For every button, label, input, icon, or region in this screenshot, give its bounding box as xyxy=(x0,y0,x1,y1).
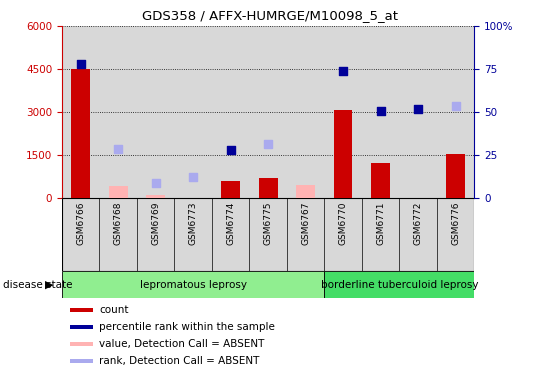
Bar xyxy=(100,198,137,271)
Bar xyxy=(137,198,175,271)
Bar xyxy=(437,26,474,198)
Bar xyxy=(287,198,324,271)
Point xyxy=(414,106,423,112)
Text: GSM6769: GSM6769 xyxy=(151,201,160,245)
Text: GSM6776: GSM6776 xyxy=(451,201,460,245)
Bar xyxy=(222,181,240,198)
Bar xyxy=(399,26,437,198)
Point xyxy=(339,68,348,74)
Bar xyxy=(371,163,390,198)
Bar xyxy=(70,308,93,312)
Bar xyxy=(70,325,93,329)
Point xyxy=(264,141,273,147)
Bar xyxy=(70,342,93,346)
Text: rank, Detection Call = ABSENT: rank, Detection Call = ABSENT xyxy=(99,356,259,366)
Point xyxy=(151,180,160,186)
Bar xyxy=(146,195,165,198)
Text: count: count xyxy=(99,305,129,315)
Text: GSM6767: GSM6767 xyxy=(301,201,310,245)
Text: disease state: disease state xyxy=(3,280,72,290)
Point xyxy=(451,104,460,109)
Bar xyxy=(71,69,90,198)
FancyBboxPatch shape xyxy=(324,271,474,298)
Bar xyxy=(250,198,287,271)
Text: lepromatous leprosy: lepromatous leprosy xyxy=(140,280,247,290)
Text: value, Detection Call = ABSENT: value, Detection Call = ABSENT xyxy=(99,339,265,349)
Point xyxy=(189,174,197,180)
Text: GSM6774: GSM6774 xyxy=(226,201,235,245)
Bar xyxy=(100,26,137,198)
Bar xyxy=(175,198,212,271)
Bar xyxy=(287,26,324,198)
Bar xyxy=(324,26,362,198)
Bar xyxy=(362,26,399,198)
Bar xyxy=(212,198,250,271)
Bar xyxy=(362,198,399,271)
Bar xyxy=(296,185,315,198)
Text: GSM6772: GSM6772 xyxy=(413,201,423,245)
Bar xyxy=(212,26,250,198)
Bar xyxy=(446,154,465,198)
Text: GSM6768: GSM6768 xyxy=(114,201,123,245)
Bar xyxy=(437,198,474,271)
Bar xyxy=(70,359,93,363)
Bar xyxy=(109,186,128,198)
Text: GDS358 / AFFX-HUMRGE/M10098_5_at: GDS358 / AFFX-HUMRGE/M10098_5_at xyxy=(142,9,397,22)
Text: GSM6775: GSM6775 xyxy=(264,201,273,245)
Text: GSM6770: GSM6770 xyxy=(338,201,348,245)
Bar xyxy=(259,178,278,198)
Text: GSM6773: GSM6773 xyxy=(189,201,198,245)
FancyBboxPatch shape xyxy=(62,271,324,298)
Text: ▶: ▶ xyxy=(45,280,54,290)
Bar xyxy=(334,110,353,198)
Point xyxy=(77,61,85,67)
Point xyxy=(226,147,235,153)
Bar xyxy=(324,198,362,271)
Bar xyxy=(62,198,100,271)
Bar xyxy=(399,198,437,271)
Text: GSM6766: GSM6766 xyxy=(76,201,85,245)
Text: percentile rank within the sample: percentile rank within the sample xyxy=(99,322,275,332)
Bar xyxy=(137,26,175,198)
Text: borderline tuberculoid leprosy: borderline tuberculoid leprosy xyxy=(321,280,478,290)
Bar xyxy=(175,26,212,198)
Bar xyxy=(62,26,100,198)
Bar xyxy=(250,26,287,198)
Point xyxy=(114,146,122,152)
Text: GSM6771: GSM6771 xyxy=(376,201,385,245)
Point xyxy=(376,108,385,114)
